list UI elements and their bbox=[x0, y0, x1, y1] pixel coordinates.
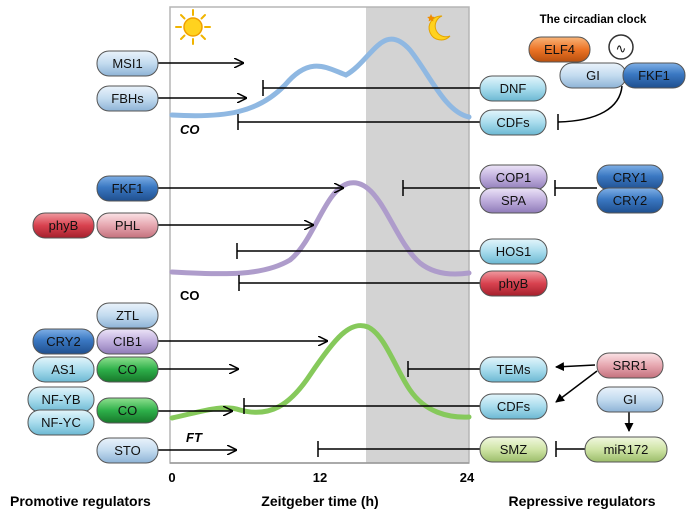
clock-oscillator-icon: ∿ bbox=[608, 34, 634, 60]
svg-text:miR172: miR172 bbox=[604, 442, 649, 457]
clock-elf4[interactable]: ELF4 bbox=[528, 36, 591, 63]
svg-text:FKF1: FKF1 bbox=[638, 68, 670, 83]
co-mid-curve-label: CO bbox=[180, 288, 200, 303]
svg-text:CDFs: CDFs bbox=[497, 399, 531, 414]
tick-12: 12 bbox=[313, 470, 327, 485]
repressive-smz[interactable]: SMZ bbox=[479, 436, 548, 463]
tick-0: 0 bbox=[168, 470, 175, 485]
svg-text:CO: CO bbox=[118, 362, 138, 377]
repressive-hos1[interactable]: HOS1 bbox=[479, 238, 548, 265]
sun-icon bbox=[175, 9, 211, 45]
promotive-regulators-label: Promotive regulators bbox=[10, 493, 151, 509]
repressive-phyb[interactable]: phyB bbox=[479, 270, 548, 297]
promotive-co-b[interactable]: CO bbox=[96, 397, 159, 424]
svg-text:phyB: phyB bbox=[49, 218, 79, 233]
night-period-shading bbox=[366, 7, 469, 463]
svg-text:ELF4: ELF4 bbox=[544, 42, 575, 57]
repressive-cop1[interactable]: COP1 bbox=[479, 164, 548, 191]
promotive-phl[interactable]: PHL bbox=[96, 212, 159, 239]
svg-text:FKF1: FKF1 bbox=[112, 181, 144, 196]
repressive-gi[interactable]: GI bbox=[596, 386, 664, 413]
co-mrna-curve bbox=[169, 36, 472, 120]
promotive-as1[interactable]: AS1 bbox=[32, 356, 95, 383]
promotive-cib1[interactable]: CIB1 bbox=[96, 328, 159, 355]
promotive-nfyb[interactable]: NF-YB bbox=[27, 386, 95, 413]
repressive-regulators-label: Repressive regulators bbox=[508, 493, 655, 509]
repressive-tems[interactable]: TEMs bbox=[479, 356, 548, 383]
co-top-curve-label: CO bbox=[180, 122, 200, 137]
svg-text:AS1: AS1 bbox=[51, 362, 76, 377]
svg-text:DNF: DNF bbox=[500, 81, 527, 96]
svg-text:CRY1: CRY1 bbox=[613, 170, 647, 185]
inhibition-lines bbox=[236, 80, 623, 457]
circadian-clock-title: The circadian clock bbox=[540, 14, 647, 26]
x-axis-label: Zeitgeber time (h) bbox=[261, 493, 378, 509]
ft-curve-label: FT bbox=[186, 430, 203, 445]
repressive-cdfs-top[interactable]: CDFs bbox=[479, 109, 547, 136]
svg-text:GI: GI bbox=[586, 68, 600, 83]
svg-text:TEMs: TEMs bbox=[497, 362, 531, 377]
svg-text:SRR1: SRR1 bbox=[613, 358, 648, 373]
svg-text:CIB1: CIB1 bbox=[113, 334, 142, 349]
svg-text:MSI1: MSI1 bbox=[112, 56, 142, 71]
svg-text:CRY2: CRY2 bbox=[613, 193, 647, 208]
promotive-fbhs[interactable]: FBHs bbox=[96, 85, 159, 112]
svg-text:COP1: COP1 bbox=[496, 170, 531, 185]
svg-text:CDFs: CDFs bbox=[496, 115, 530, 130]
svg-text:∿: ∿ bbox=[616, 41, 627, 56]
srr1-arrows bbox=[555, 362, 634, 432]
repressive-spa[interactable]: SPA bbox=[479, 187, 548, 214]
svg-text:ZTL: ZTL bbox=[116, 308, 139, 323]
moon-icon bbox=[427, 14, 451, 41]
repressive-srr1[interactable]: SRR1 bbox=[596, 352, 664, 379]
activation-arrows bbox=[158, 63, 343, 450]
promotive-sto[interactable]: STO bbox=[96, 437, 159, 464]
svg-text:CO: CO bbox=[118, 403, 138, 418]
ft-curve bbox=[169, 323, 472, 421]
svg-text:SPA: SPA bbox=[501, 193, 526, 208]
clock-fkf1[interactable]: FKF1 bbox=[622, 62, 686, 89]
clock-cdfs-inhibition bbox=[557, 85, 623, 123]
repressive-mir172[interactable]: miR172 bbox=[584, 436, 668, 463]
tick-24: 24 bbox=[460, 470, 475, 485]
repressive-cry1[interactable]: CRY1 bbox=[596, 164, 664, 191]
svg-text:FBHs: FBHs bbox=[111, 91, 144, 106]
x-axis-ticks: 0 12 24 bbox=[168, 470, 475, 485]
repressive-cdfs-bottom[interactable]: CDFs bbox=[479, 393, 548, 420]
svg-text:PHL: PHL bbox=[115, 218, 140, 233]
promotive-ztl[interactable]: ZTL bbox=[96, 302, 159, 329]
promotive-msi1[interactable]: MSI1 bbox=[96, 50, 159, 77]
promotive-phyb[interactable]: phyB bbox=[32, 212, 95, 239]
svg-text:GI: GI bbox=[623, 392, 637, 407]
svg-text:SMZ: SMZ bbox=[500, 442, 528, 457]
repressive-cry2[interactable]: CRY2 bbox=[596, 187, 664, 214]
co-protein-curve bbox=[169, 180, 472, 277]
clock-gi[interactable]: GI bbox=[559, 62, 627, 89]
promotive-co-a[interactable]: CO bbox=[96, 356, 159, 383]
svg-text:phyB: phyB bbox=[499, 276, 529, 291]
svg-text:CRY2: CRY2 bbox=[46, 334, 80, 349]
promotive-nfyc[interactable]: NF-YC bbox=[27, 409, 95, 436]
svg-text:NF-YC: NF-YC bbox=[41, 415, 81, 430]
promotive-cry2[interactable]: CRY2 bbox=[32, 328, 95, 355]
svg-text:HOS1: HOS1 bbox=[496, 244, 531, 259]
repressive-dnf[interactable]: DNF bbox=[479, 75, 547, 102]
svg-text:NF-YB: NF-YB bbox=[42, 392, 81, 407]
svg-text:STO: STO bbox=[114, 443, 141, 458]
promotive-fkf1[interactable]: FKF1 bbox=[96, 175, 159, 202]
